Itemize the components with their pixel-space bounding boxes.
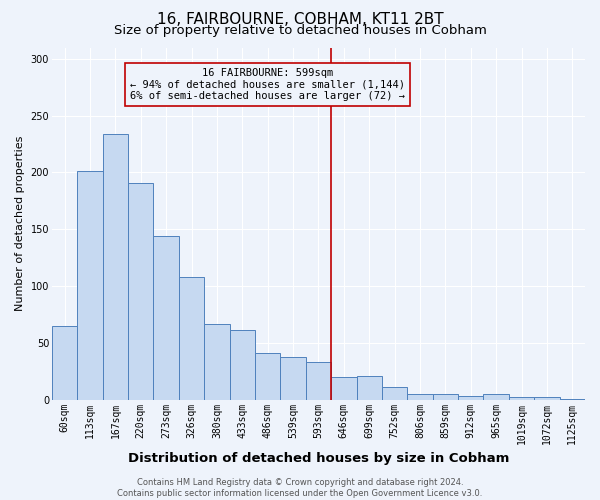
Bar: [382, 388, 407, 400]
Bar: [433, 394, 458, 400]
Bar: [534, 398, 560, 400]
Bar: [356, 376, 382, 400]
Bar: [509, 398, 534, 400]
Text: 16, FAIRBOURNE, COBHAM, KT11 2BT: 16, FAIRBOURNE, COBHAM, KT11 2BT: [157, 12, 443, 28]
Bar: [77, 172, 103, 400]
Text: 16 FAIRBOURNE: 599sqm
← 94% of detached houses are smaller (1,144)
6% of semi-de: 16 FAIRBOURNE: 599sqm ← 94% of detached …: [130, 68, 405, 101]
Bar: [458, 396, 484, 400]
Text: Contains HM Land Registry data © Crown copyright and database right 2024.
Contai: Contains HM Land Registry data © Crown c…: [118, 478, 482, 498]
Bar: [306, 362, 331, 400]
X-axis label: Distribution of detached houses by size in Cobham: Distribution of detached houses by size …: [128, 452, 509, 465]
Bar: [230, 330, 255, 400]
Bar: [179, 277, 204, 400]
Bar: [331, 377, 356, 400]
Bar: [280, 356, 306, 400]
Bar: [154, 236, 179, 400]
Bar: [407, 394, 433, 400]
Bar: [484, 394, 509, 400]
Bar: [128, 182, 154, 400]
Bar: [204, 324, 230, 400]
Y-axis label: Number of detached properties: Number of detached properties: [15, 136, 25, 312]
Bar: [560, 398, 585, 400]
Bar: [103, 134, 128, 400]
Text: Size of property relative to detached houses in Cobham: Size of property relative to detached ho…: [113, 24, 487, 37]
Bar: [255, 353, 280, 400]
Bar: [52, 326, 77, 400]
